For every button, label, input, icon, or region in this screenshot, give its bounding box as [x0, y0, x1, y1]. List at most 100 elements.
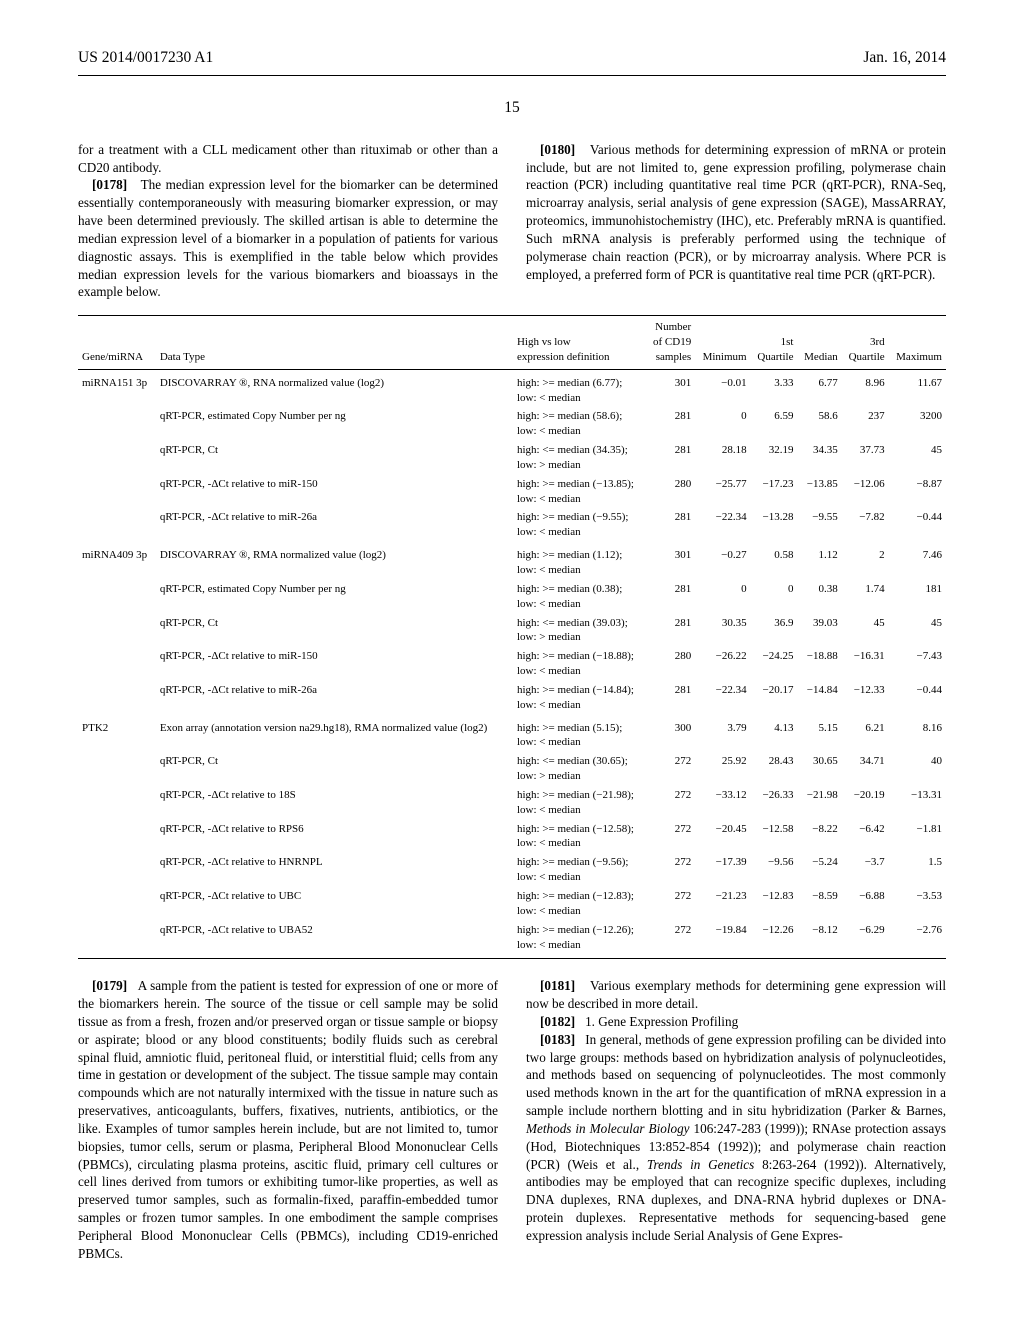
table-row: qRT-PCR, -ΔCt relative to miR-26ahigh: >… [78, 508, 946, 542]
table-cell: −26.33 [751, 786, 798, 820]
table-cell: high: >= median (−9.56);low: < median [513, 853, 646, 887]
table-cell: 45 [889, 441, 946, 475]
table-cell: qRT-PCR, -ΔCt relative to miR-150 [156, 475, 513, 509]
table-cell: 4.13 [751, 715, 798, 753]
table-cell: −3.53 [889, 887, 946, 921]
table-cell [78, 853, 156, 887]
para-0181-text: Various exemplary methods for determinin… [526, 978, 946, 1011]
table-cell: 45 [889, 614, 946, 648]
table-cell: high: >= median (6.77);low: < median [513, 369, 646, 407]
table-cell: −9.55 [797, 508, 841, 542]
table-cell: 0.38 [797, 580, 841, 614]
table-cell: −16.31 [842, 647, 889, 681]
table-cell: 281 [646, 508, 695, 542]
table-cell: −14.84 [797, 681, 841, 715]
table-cell: −17.39 [695, 853, 750, 887]
table-cell: high: <= median (30.65);low: > median [513, 752, 646, 786]
table-cell: 25.92 [695, 752, 750, 786]
table-cell: 8.16 [889, 715, 946, 753]
table-cell: 36.9 [751, 614, 798, 648]
table-row: qRT-PCR, Cthigh: <= median (30.65);low: … [78, 752, 946, 786]
table-cell: high: >= median (−14.84);low: < median [513, 681, 646, 715]
table-cell: 2 [842, 542, 889, 580]
table-cell: −26.22 [695, 647, 750, 681]
table-cell: 281 [646, 407, 695, 441]
table-cell: 281 [646, 580, 695, 614]
table-cell: PTK2 [78, 715, 156, 753]
table-cell: 30.35 [695, 614, 750, 648]
table-cell: −9.56 [751, 853, 798, 887]
table-cell: Exon array (annotation version na29.hg18… [156, 715, 513, 753]
table-cell: 272 [646, 820, 695, 854]
table-cell: high: <= median (39.03);low: > median [513, 614, 646, 648]
table-cell: 0 [751, 580, 798, 614]
table-cell: −25.77 [695, 475, 750, 509]
table-cell: 5.15 [797, 715, 841, 753]
table-row: qRT-PCR, -ΔCt relative to UBA52high: >= … [78, 921, 946, 959]
table-cell: −20.17 [751, 681, 798, 715]
table-cell: 30.65 [797, 752, 841, 786]
table-cell [78, 887, 156, 921]
table-row: qRT-PCR, -ΔCt relative to miR-150high: >… [78, 647, 946, 681]
table-cell [78, 475, 156, 509]
para-num-0178: [0178] [92, 177, 127, 192]
citation-1: Methods in Molecular Biology [526, 1121, 690, 1136]
table-cell: high: >= median (−12.58);low: < median [513, 820, 646, 854]
table-row: miRNA151 3pDISCOVARRAY ®, RNA normalized… [78, 369, 946, 407]
bottom-columns: [0179] A sample from the patient is test… [78, 977, 946, 1262]
table-cell: 272 [646, 887, 695, 921]
table-cell: −6.29 [842, 921, 889, 959]
table-cell: qRT-PCR, Ct [156, 614, 513, 648]
para-num-0182: [0182] [540, 1014, 575, 1029]
table-cell: −24.25 [751, 647, 798, 681]
table-cell: high: >= median (−21.98);low: < median [513, 786, 646, 820]
para-num-0179: [0179] [92, 978, 127, 993]
table-cell: high: >= median (−18.88);low: < median [513, 647, 646, 681]
table-cell: −13.28 [751, 508, 798, 542]
para-0180-text: Various methods for determining expressi… [526, 142, 946, 282]
table-cell: qRT-PCR, -ΔCt relative to HNRNPL [156, 853, 513, 887]
col-header: 3rdQuartile [842, 316, 889, 370]
col-header: Gene/miRNA [78, 316, 156, 370]
table-cell: 28.43 [751, 752, 798, 786]
para-0178-text: The median expression level for the biom… [78, 177, 498, 299]
table-cell [78, 752, 156, 786]
table-cell: high: <= median (34.35);low: > median [513, 441, 646, 475]
table-row: qRT-PCR, -ΔCt relative to RPS6high: >= m… [78, 820, 946, 854]
citation-2: Trends in Genetics [647, 1157, 754, 1172]
table-cell: miRNA151 3p [78, 369, 156, 407]
table-cell: qRT-PCR, -ΔCt relative to miR-26a [156, 681, 513, 715]
table-row: qRT-PCR, estimated Copy Number per nghig… [78, 407, 946, 441]
table-cell [78, 407, 156, 441]
table-cell: 301 [646, 369, 695, 407]
table-cell: 32.19 [751, 441, 798, 475]
table-cell: qRT-PCR, -ΔCt relative to UBC [156, 887, 513, 921]
table-cell: 1.5 [889, 853, 946, 887]
table-cell: −8.59 [797, 887, 841, 921]
table-row: qRT-PCR, -ΔCt relative to UBChigh: >= me… [78, 887, 946, 921]
table-cell: high: >= median (58.6);low: < median [513, 407, 646, 441]
table-row: qRT-PCR, -ΔCt relative to miR-26ahigh: >… [78, 681, 946, 715]
table-row: qRT-PCR, Cthigh: <= median (34.35);low: … [78, 441, 946, 475]
table-cell: −22.34 [695, 681, 750, 715]
table-cell: 281 [646, 614, 695, 648]
paragraph-0181: [0181] Various exemplary methods for det… [526, 977, 946, 1013]
table-cell: high: >= median (−9.55);low: < median [513, 508, 646, 542]
biomarker-table: Gene/miRNAData TypeHigh vs lowexpression… [78, 315, 946, 959]
table-cell: −8.87 [889, 475, 946, 509]
table-cell: −12.26 [751, 921, 798, 959]
table-cell: qRT-PCR, estimated Copy Number per ng [156, 407, 513, 441]
table-cell: 34.35 [797, 441, 841, 475]
table-cell: 28.18 [695, 441, 750, 475]
paragraph-0180: [0180] Various methods for determining e… [526, 141, 946, 284]
table-cell: 281 [646, 681, 695, 715]
paragraph-0182: [0182] 1. Gene Expression Profiling [526, 1013, 946, 1031]
para-num-0183: [0183] [540, 1032, 575, 1047]
table-cell: 301 [646, 542, 695, 580]
table-cell: DISCOVARRAY ®, RNA normalized value (log… [156, 369, 513, 407]
table-cell: 181 [889, 580, 946, 614]
table-cell: 272 [646, 786, 695, 820]
table-cell [78, 681, 156, 715]
table-cell: 272 [646, 752, 695, 786]
table-cell: −0.44 [889, 681, 946, 715]
